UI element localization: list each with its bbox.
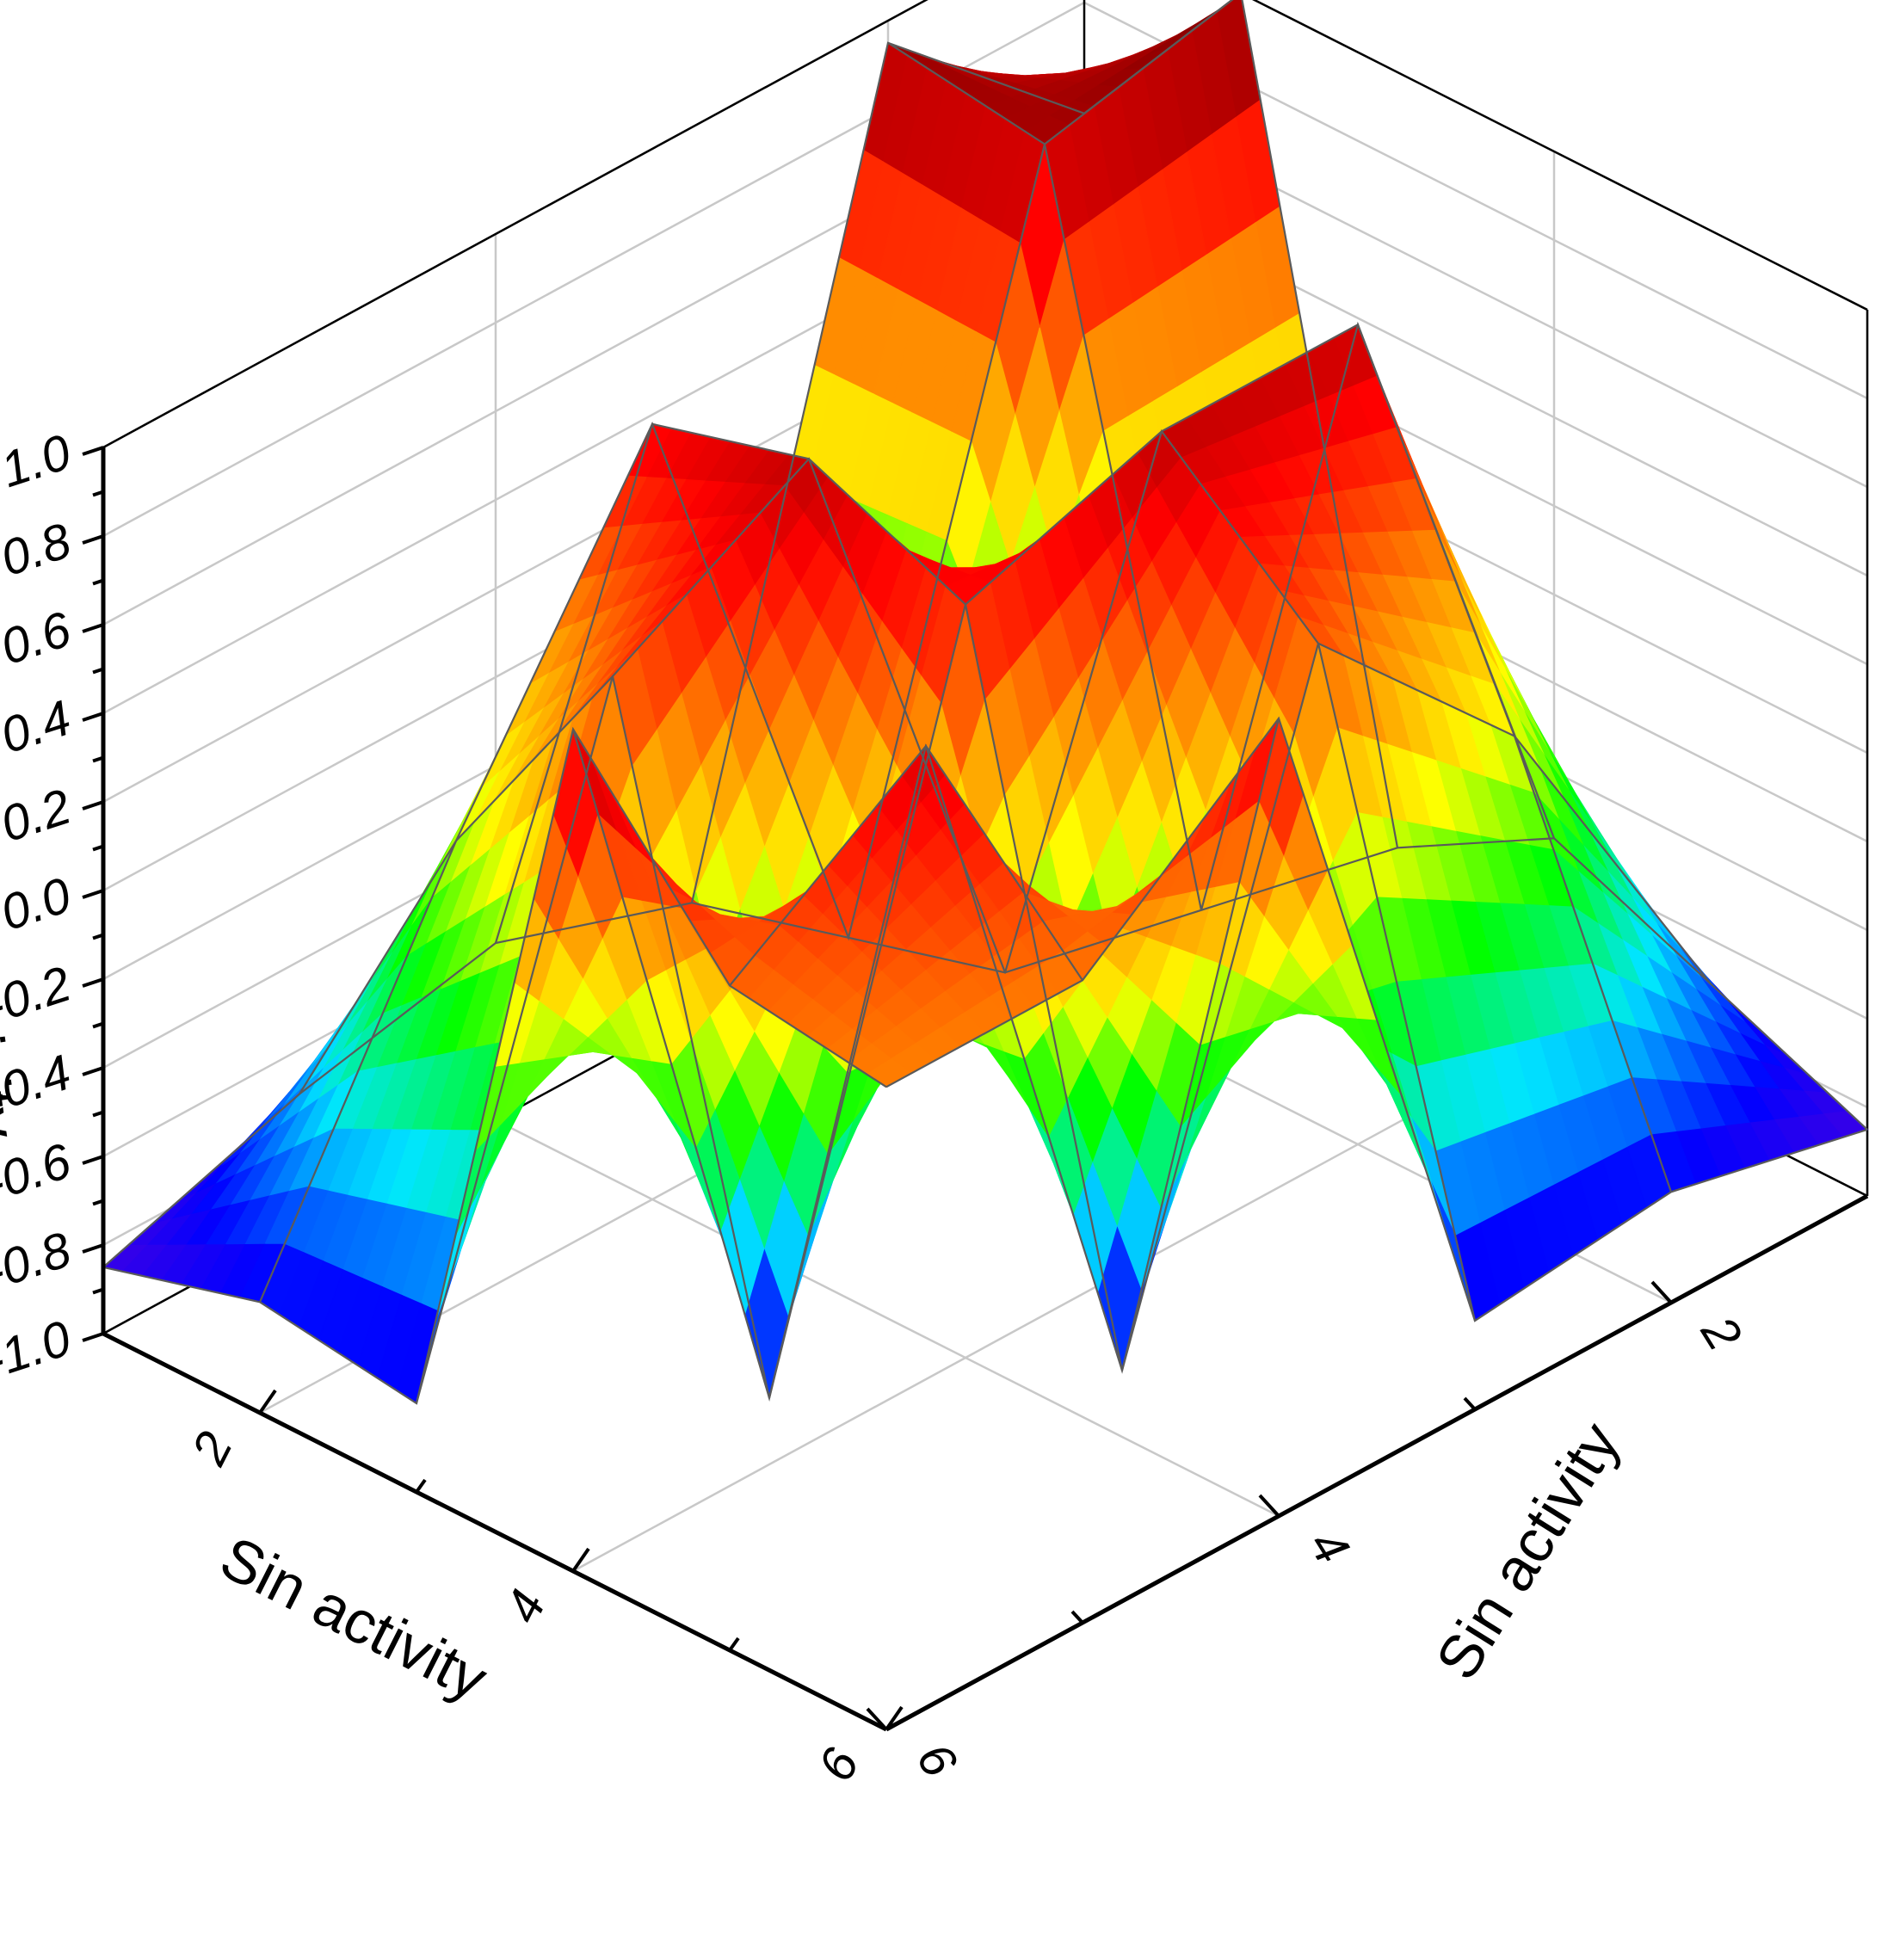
mesh-line [887, 41, 1673, 1193]
z-minor-tick [92, 578, 104, 586]
mesh-line [571, 323, 1556, 1402]
left-axis-tick-label: 4 [494, 1581, 557, 1631]
z-tick [82, 712, 104, 722]
z-tick [82, 1243, 104, 1254]
right-axis-tick [1258, 1494, 1280, 1518]
surface-plot [102, 0, 1869, 1405]
box-edge [1252, 0, 1868, 311]
mesh-line [102, 726, 887, 1405]
left-axis-tick-label: 6 [807, 1739, 870, 1790]
chart-axes [82, 446, 1869, 1732]
left-axis-tick [258, 1389, 277, 1415]
z-tick [82, 1066, 104, 1076]
z-tick [82, 889, 104, 899]
z-minor-tick [92, 1110, 104, 1118]
mesh-line [494, 422, 1280, 1371]
z-minor-tick [92, 1287, 104, 1295]
right-axis-tick-label: 2 [1690, 1306, 1753, 1360]
right-axis-title: Sin activity [1423, 1411, 1632, 1691]
z-tick-label: 0.2 [0, 779, 77, 854]
z-minor-tick [92, 490, 104, 497]
mesh-line [102, 41, 1085, 1268]
z-tick [82, 446, 104, 456]
right-axis-tick-label: 4 [1298, 1520, 1360, 1574]
left-axis-tick [571, 1547, 590, 1573]
left-axis-minor-tick [728, 1636, 740, 1652]
z-tick-label: 0.6 [0, 601, 78, 675]
z-minor-tick [92, 844, 104, 852]
z-tick [82, 800, 104, 811]
mesh-line [258, 0, 1234, 1303]
right-axis-minor-tick [1463, 1396, 1477, 1411]
mesh-line [729, 642, 1712, 1374]
left-axis-minor-tick [415, 1478, 427, 1494]
gridline [495, 1119, 1280, 1518]
front-left-axis-line [102, 1331, 888, 1732]
z-tick [82, 1155, 104, 1165]
z-tick [82, 534, 104, 545]
z-tick [82, 1332, 104, 1342]
z-tick [82, 623, 104, 633]
left-axis-title: Sin activity [210, 1524, 497, 1714]
z-tick-label: -1.0 [0, 1310, 77, 1390]
z-tick-label: -0.8 [0, 1222, 77, 1302]
z-tick [82, 977, 104, 988]
right-axis-minor-tick [1070, 1610, 1084, 1624]
z-tick-label: -0.6 [0, 1132, 78, 1212]
mesh-line [885, 716, 1868, 1322]
z-minor-tick [92, 755, 104, 763]
left-axis-tick-label: 2 [181, 1423, 244, 1474]
front-right-axis-line [885, 1193, 1869, 1732]
z-tick-label: 0.8 [0, 513, 77, 588]
z-minor-tick [92, 667, 104, 675]
gridline [572, 1036, 1555, 1573]
mesh-line [691, 428, 1477, 1322]
z-minor-tick [92, 933, 104, 940]
z-tick-label: 0.4 [0, 690, 77, 765]
z-minor-tick [92, 1199, 104, 1206]
mesh-line [415, 457, 1398, 1404]
right-axis-tick-label: 6 [905, 1734, 968, 1787]
right-axis-tick [1650, 1280, 1673, 1304]
right-axis-tick [866, 1707, 888, 1731]
z-minor-tick [92, 1021, 104, 1029]
z-tick-label: 1.0 [0, 424, 77, 499]
box-edge [102, 0, 928, 449]
left-axis-tick [885, 1705, 904, 1731]
z-tick-label: 0.0 [0, 867, 77, 942]
mesh-line [299, 674, 1083, 1399]
